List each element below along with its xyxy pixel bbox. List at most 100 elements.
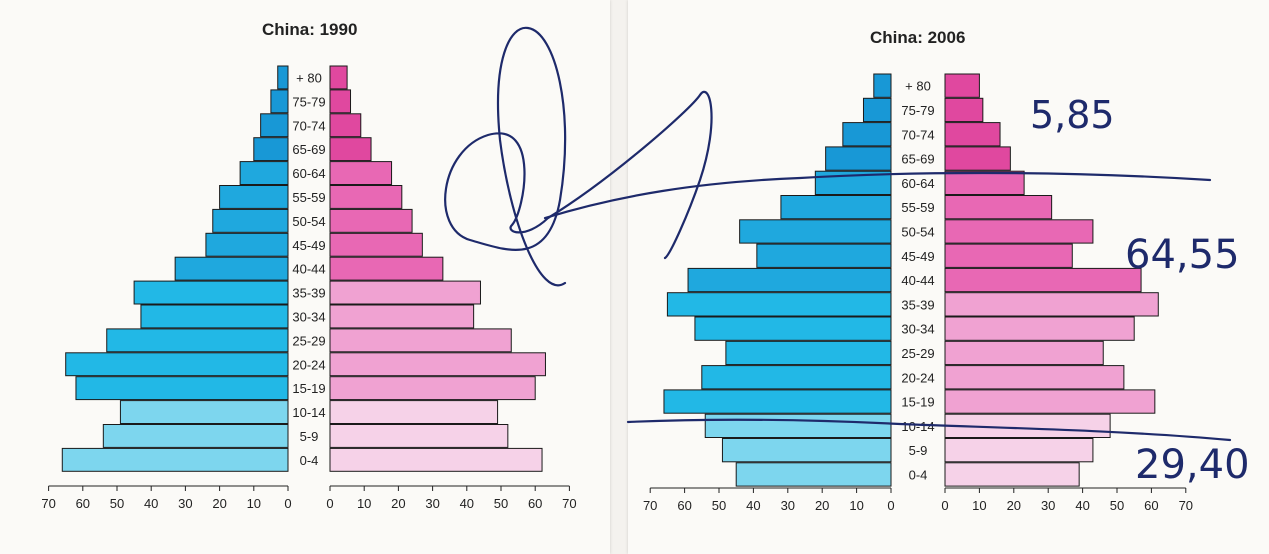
chart-title-2006: China: 2006 <box>870 28 966 47</box>
age-label-2006-12: 20-24 <box>901 370 934 385</box>
tick-label-female-1990-5: 50 <box>494 496 508 511</box>
tick-label-female-2006-5: 50 <box>1110 498 1124 513</box>
bar-male-1990-5 <box>219 185 289 209</box>
age-label-2006-4: 60-64 <box>901 176 934 191</box>
bar-female-2006-1 <box>944 97 984 123</box>
age-label-2006-5: 55-59 <box>901 200 934 215</box>
tick-label-male-1990-2: 50 <box>110 496 124 511</box>
bar-male-2006-13 <box>663 389 892 414</box>
age-label-2006-11: 25-29 <box>901 346 934 361</box>
bar-female-2006-0 <box>944 73 980 98</box>
bar-female-2006-10 <box>944 316 1135 341</box>
tick-label-male-2006-7: 0 <box>887 498 894 513</box>
tick-label-male-2006-5: 20 <box>815 498 829 513</box>
bar-male-1990-8 <box>174 256 289 281</box>
tick-label-male-2006-0: 70 <box>643 498 657 513</box>
age-label-1990-12: 20-24 <box>292 357 325 372</box>
tick-label-female-2006-7: 70 <box>1179 498 1193 513</box>
age-label-2006-13: 15-19 <box>901 395 934 410</box>
bar-male-1990-4 <box>239 161 289 186</box>
bar-female-2006-9 <box>944 292 1159 317</box>
age-label-2006-6: 50-54 <box>901 224 934 239</box>
bar-male-2006-9 <box>666 292 892 317</box>
bar-male-2006-6 <box>739 219 892 244</box>
ink-line-upper <box>543 171 1212 220</box>
bar-female-1990-8 <box>329 256 444 281</box>
tick-label-male-2006-3: 40 <box>746 498 760 513</box>
bar-female-1990-16 <box>329 447 543 472</box>
bar-female-2006-6 <box>944 219 1094 244</box>
annotation-middle-share: 64,55 <box>1125 232 1240 278</box>
age-label-1990-16: 0-4 <box>300 453 319 468</box>
bar-male-2006-2 <box>842 122 892 147</box>
bar-male-2006-5 <box>780 195 892 220</box>
bar-male-2006-0 <box>873 73 892 98</box>
tick-label-male-2006-4: 30 <box>781 498 795 513</box>
bar-female-2006-4 <box>944 170 1025 195</box>
bar-female-2006-13 <box>944 389 1156 414</box>
bar-male-1990-1 <box>270 89 289 114</box>
tick-label-male-1990-6: 10 <box>247 496 261 511</box>
tick-label-male-1990-7: 0 <box>284 496 291 511</box>
age-label-1990-9: 35-39 <box>292 286 325 301</box>
tick-label-female-2006-6: 60 <box>1144 498 1158 513</box>
bar-male-1990-6 <box>212 208 289 233</box>
chart-panel-2006: China: 2006 + 80 75-79 70-74 65-69 60-64 55-5… <box>628 0 1269 554</box>
ink-scribble <box>444 26 713 287</box>
bar-male-1990-16 <box>61 447 289 472</box>
chart-title-1990: China: 1990 <box>262 20 358 39</box>
bar-female-2006-8 <box>944 267 1142 293</box>
age-label-1990-15: 5-9 <box>300 429 319 444</box>
bar-male-1990-0 <box>277 65 289 90</box>
bar-female-1990-0 <box>329 65 348 90</box>
bar-female-1990-1 <box>329 89 352 114</box>
bar-male-1990-15 <box>102 424 289 448</box>
age-label-1990-10: 30-34 <box>292 309 325 324</box>
bar-female-2006-15 <box>944 438 1094 463</box>
age-label-1990-3: 65-69 <box>292 142 325 157</box>
age-label-2006-2: 70-74 <box>901 127 934 142</box>
age-label-2006-8: 40-44 <box>901 273 934 288</box>
tick-label-female-1990-2: 20 <box>391 496 405 511</box>
age-label-2006-7: 45-49 <box>901 249 934 264</box>
bar-female-2006-12 <box>944 365 1125 390</box>
bar-female-1990-7 <box>329 232 423 257</box>
tick-label-female-2006-2: 20 <box>1007 498 1021 513</box>
bar-female-1990-15 <box>329 424 509 448</box>
age-label-1990-2: 70-74 <box>292 118 325 133</box>
bar-male-2006-12 <box>701 365 892 390</box>
bar-female-1990-3 <box>329 137 372 162</box>
tick-label-male-2006-2: 50 <box>712 498 726 513</box>
tick-label-female-2006-4: 40 <box>1075 498 1089 513</box>
tick-label-male-2006-1: 60 <box>677 498 691 513</box>
age-label-1990-1: 75-79 <box>292 94 325 109</box>
age-label-1990-11: 25-29 <box>292 333 325 348</box>
tick-label-female-1990-4: 40 <box>460 496 474 511</box>
bar-female-1990-13 <box>329 376 536 401</box>
bar-male-2006-1 <box>862 97 892 123</box>
bar-female-2006-3 <box>944 146 1011 171</box>
bar-male-1990-13 <box>75 376 289 401</box>
bar-male-1990-9 <box>133 280 289 305</box>
tick-label-male-1990-0: 70 <box>41 496 55 511</box>
bar-female-1990-10 <box>329 304 475 329</box>
age-label-2006-10: 30-34 <box>901 322 934 337</box>
tick-label-female-1990-0: 0 <box>326 496 333 511</box>
tick-label-female-1990-3: 30 <box>425 496 439 511</box>
bar-female-1990-11 <box>329 328 512 353</box>
bar-female-2006-5 <box>944 195 1053 220</box>
annotation-top-share: 5,85 <box>1030 93 1115 137</box>
bar-male-1990-14 <box>119 400 289 425</box>
ink-line-lower <box>626 418 1232 442</box>
pyramid-2006: + 80 75-79 70-74 65-69 60-64 55-59 50-54 45-49 4… <box>643 73 1193 513</box>
tick-label-male-1990-1: 60 <box>76 496 90 511</box>
chart-panel-1990: China: 1990 + 80 75-79 70-74 65-69 60-64 55-5… <box>0 0 610 554</box>
age-label-2006-16: 0-4 <box>909 467 928 482</box>
tick-label-female-1990-1: 10 <box>357 496 371 511</box>
bar-male-2006-7 <box>756 243 892 268</box>
bar-male-1990-2 <box>260 113 289 138</box>
age-label-2006-9: 35-39 <box>901 297 934 312</box>
tick-label-male-1990-3: 40 <box>144 496 158 511</box>
age-label-2006-1: 75-79 <box>901 103 934 118</box>
